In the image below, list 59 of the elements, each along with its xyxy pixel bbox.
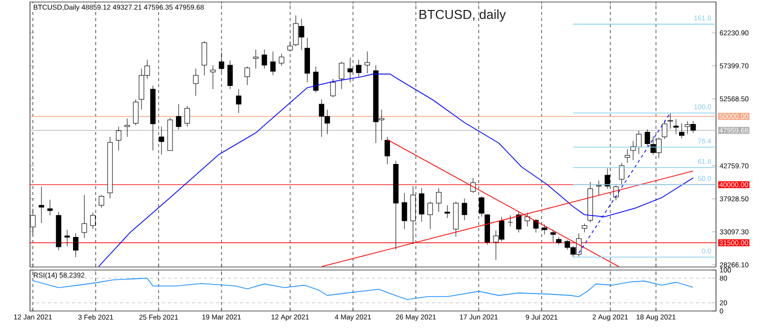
candlestick bbox=[133, 99, 138, 126]
candlestick bbox=[73, 232, 78, 258]
candlestick bbox=[516, 212, 522, 233]
candlestick bbox=[384, 136, 390, 164]
candlestick bbox=[270, 51, 276, 76]
candlestick bbox=[98, 194, 104, 208]
candlestick bbox=[436, 188, 442, 212]
candlestick bbox=[184, 106, 190, 127]
candlestick bbox=[347, 57, 353, 82]
candlestick bbox=[313, 66, 319, 93]
candlestick bbox=[470, 178, 476, 194]
candlestick bbox=[508, 215, 513, 227]
candlestick bbox=[338, 62, 344, 90]
candlestick bbox=[356, 59, 362, 78]
candlestick bbox=[668, 112, 673, 129]
candlestick bbox=[582, 223, 588, 233]
text: BTCUSD, daily bbox=[420, 10, 506, 22]
candlestick bbox=[158, 126, 164, 155]
candlestick bbox=[418, 188, 424, 222]
candlestick bbox=[427, 202, 433, 230]
candlestick bbox=[287, 41, 293, 52]
candlestick bbox=[662, 120, 668, 140]
candlestick bbox=[330, 78, 336, 98]
candlestick bbox=[38, 186, 44, 224]
line-series bbox=[98, 74, 694, 268]
candlestick bbox=[202, 41, 208, 76]
candlestick bbox=[550, 230, 556, 242]
candlestick bbox=[116, 126, 122, 151]
candlestick bbox=[542, 224, 548, 235]
candlestick bbox=[596, 180, 602, 196]
candlestick bbox=[176, 104, 182, 130]
candlestick bbox=[524, 212, 530, 227]
candlestick bbox=[624, 148, 630, 164]
candlestick bbox=[124, 118, 130, 138]
candlestick bbox=[253, 49, 258, 69]
candlestick bbox=[644, 129, 650, 147]
candlestick bbox=[478, 196, 484, 218]
candlestick bbox=[90, 212, 96, 230]
candlestick bbox=[533, 218, 539, 233]
candlestick bbox=[244, 66, 250, 86]
candlestick bbox=[278, 53, 284, 66]
candlestick bbox=[679, 122, 684, 139]
candlestick bbox=[673, 118, 679, 134]
candlestick bbox=[218, 52, 224, 72]
candlestick bbox=[47, 199, 53, 216]
candlestick bbox=[262, 49, 268, 69]
candlestick bbox=[444, 204, 450, 218]
candlestick bbox=[364, 51, 370, 74]
candlestick bbox=[462, 198, 468, 220]
candlestick bbox=[227, 60, 233, 90]
candlestick bbox=[82, 194, 87, 238]
candlestick bbox=[210, 64, 216, 90]
candlestick bbox=[193, 68, 198, 96]
candlestick bbox=[236, 88, 242, 114]
line-series bbox=[32, 278, 694, 300]
candlestick bbox=[402, 192, 408, 230]
candlestick bbox=[604, 168, 610, 190]
candlestick bbox=[64, 230, 70, 246]
candlestick bbox=[619, 162, 624, 186]
